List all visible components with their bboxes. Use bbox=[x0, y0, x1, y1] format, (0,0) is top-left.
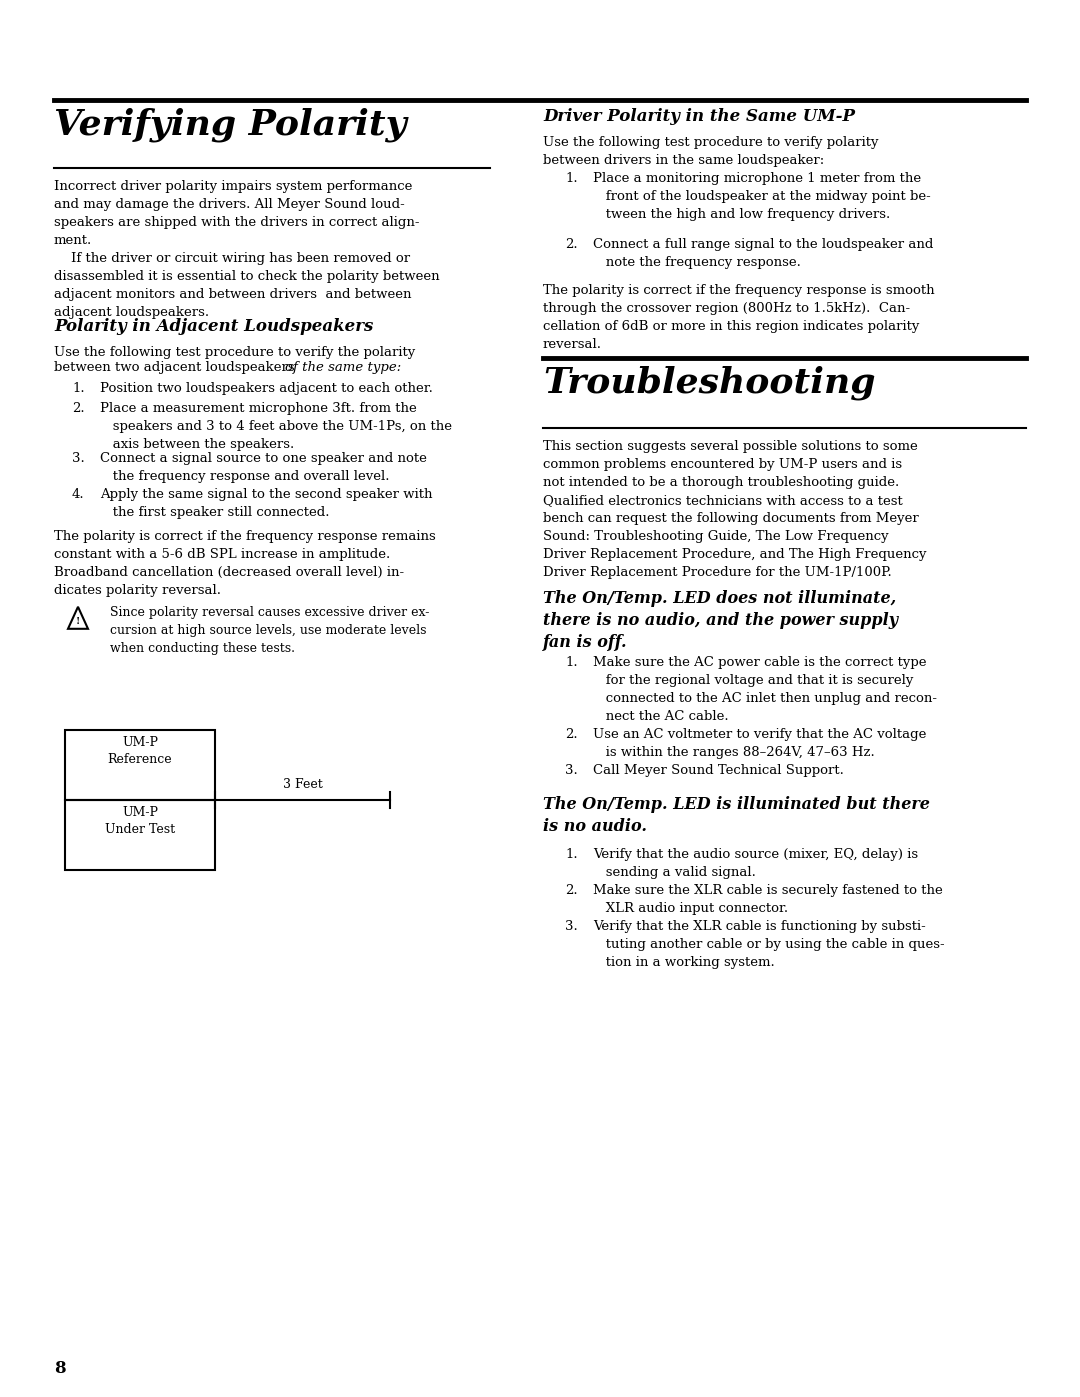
Text: !: ! bbox=[76, 617, 80, 626]
Text: Apply the same signal to the second speaker with
   the first speaker still conn: Apply the same signal to the second spea… bbox=[100, 488, 432, 520]
Text: Connect a full range signal to the loudspeaker and
   note the frequency respons: Connect a full range signal to the louds… bbox=[593, 237, 933, 270]
Text: 8: 8 bbox=[54, 1361, 66, 1377]
Text: The polarity is correct if the frequency response is smooth
through the crossove: The polarity is correct if the frequency… bbox=[543, 284, 934, 351]
Text: 1.: 1. bbox=[72, 381, 84, 395]
Text: Verify that the XLR cable is functioning by substi-
   tuting another cable or b: Verify that the XLR cable is functioning… bbox=[593, 921, 945, 970]
Text: Place a monitoring microphone 1 meter from the
   front of the loudspeaker at th: Place a monitoring microphone 1 meter fr… bbox=[593, 172, 931, 221]
Text: Connect a signal source to one speaker and note
   the frequency response and ov: Connect a signal source to one speaker a… bbox=[100, 453, 427, 483]
Text: The polarity is correct if the frequency response remains
constant with a 5-6 dB: The polarity is correct if the frequency… bbox=[54, 529, 435, 597]
Bar bbox=[65, 731, 215, 800]
Text: UM-P
Under Test: UM-P Under Test bbox=[105, 806, 175, 835]
Text: 2.: 2. bbox=[565, 884, 578, 897]
Text: Use the following test procedure to verify the polarity: Use the following test procedure to veri… bbox=[54, 346, 415, 359]
Text: Incorrect driver polarity impairs system performance
and may damage the drivers.: Incorrect driver polarity impairs system… bbox=[54, 180, 419, 247]
Text: This section suggests several possible solutions to some
common problems encount: This section suggests several possible s… bbox=[543, 440, 927, 578]
Text: The On/Temp. LED is illuminated but there
is no audio.: The On/Temp. LED is illuminated but ther… bbox=[543, 796, 930, 835]
Text: 2.: 2. bbox=[565, 237, 578, 251]
Text: Verify that the audio source (mixer, EQ, delay) is
   sending a valid signal.: Verify that the audio source (mixer, EQ,… bbox=[593, 848, 918, 879]
Text: 3.: 3. bbox=[565, 764, 578, 777]
Text: of the same type:: of the same type: bbox=[285, 360, 402, 374]
Text: 1.: 1. bbox=[565, 172, 578, 184]
Text: Troubleshooting: Troubleshooting bbox=[543, 366, 876, 401]
Text: Driver Polarity in the Same UM-P: Driver Polarity in the Same UM-P bbox=[543, 108, 855, 124]
Text: Since polarity reversal causes excessive driver ex-
cursion at high source level: Since polarity reversal causes excessive… bbox=[110, 606, 430, 655]
Text: 2.: 2. bbox=[565, 728, 578, 740]
Text: UM-P
Reference: UM-P Reference bbox=[108, 736, 173, 766]
Text: 4.: 4. bbox=[72, 488, 84, 502]
Text: 3.: 3. bbox=[565, 921, 578, 933]
Text: Use the following test procedure to verify polarity
between drivers in the same : Use the following test procedure to veri… bbox=[543, 136, 878, 168]
Text: Call Meyer Sound Technical Support.: Call Meyer Sound Technical Support. bbox=[593, 764, 843, 777]
Text: Position two loudspeakers adjacent to each other.: Position two loudspeakers adjacent to ea… bbox=[100, 381, 433, 395]
Text: Verifying Polarity: Verifying Polarity bbox=[54, 108, 407, 142]
Text: 3.: 3. bbox=[72, 453, 84, 465]
Text: between two adjacent loudspeakers: between two adjacent loudspeakers bbox=[54, 360, 299, 374]
Text: If the driver or circuit wiring has been removed or
disassembled it is essential: If the driver or circuit wiring has been… bbox=[54, 251, 440, 319]
Text: 3 Feet: 3 Feet bbox=[283, 778, 322, 791]
Text: 2.: 2. bbox=[72, 402, 84, 415]
Text: Make sure the XLR cable is securely fastened to the
   XLR audio input connector: Make sure the XLR cable is securely fast… bbox=[593, 884, 943, 915]
Text: Use an AC voltmeter to verify that the AC voltage
   is within the ranges 88–264: Use an AC voltmeter to verify that the A… bbox=[593, 728, 927, 759]
Text: Polarity in Adjacent Loudspeakers: Polarity in Adjacent Loudspeakers bbox=[54, 319, 374, 335]
Text: Make sure the AC power cable is the correct type
   for the regional voltage and: Make sure the AC power cable is the corr… bbox=[593, 657, 937, 724]
Text: Place a measurement microphone 3ft. from the
   speakers and 3 to 4 feet above t: Place a measurement microphone 3ft. from… bbox=[100, 402, 453, 451]
Text: The On/Temp. LED does not illuminate,
there is no audio, and the power supply
fa: The On/Temp. LED does not illuminate, th… bbox=[543, 590, 897, 651]
Text: 1.: 1. bbox=[565, 848, 578, 861]
Text: 1.: 1. bbox=[565, 657, 578, 669]
Bar bbox=[65, 800, 215, 870]
